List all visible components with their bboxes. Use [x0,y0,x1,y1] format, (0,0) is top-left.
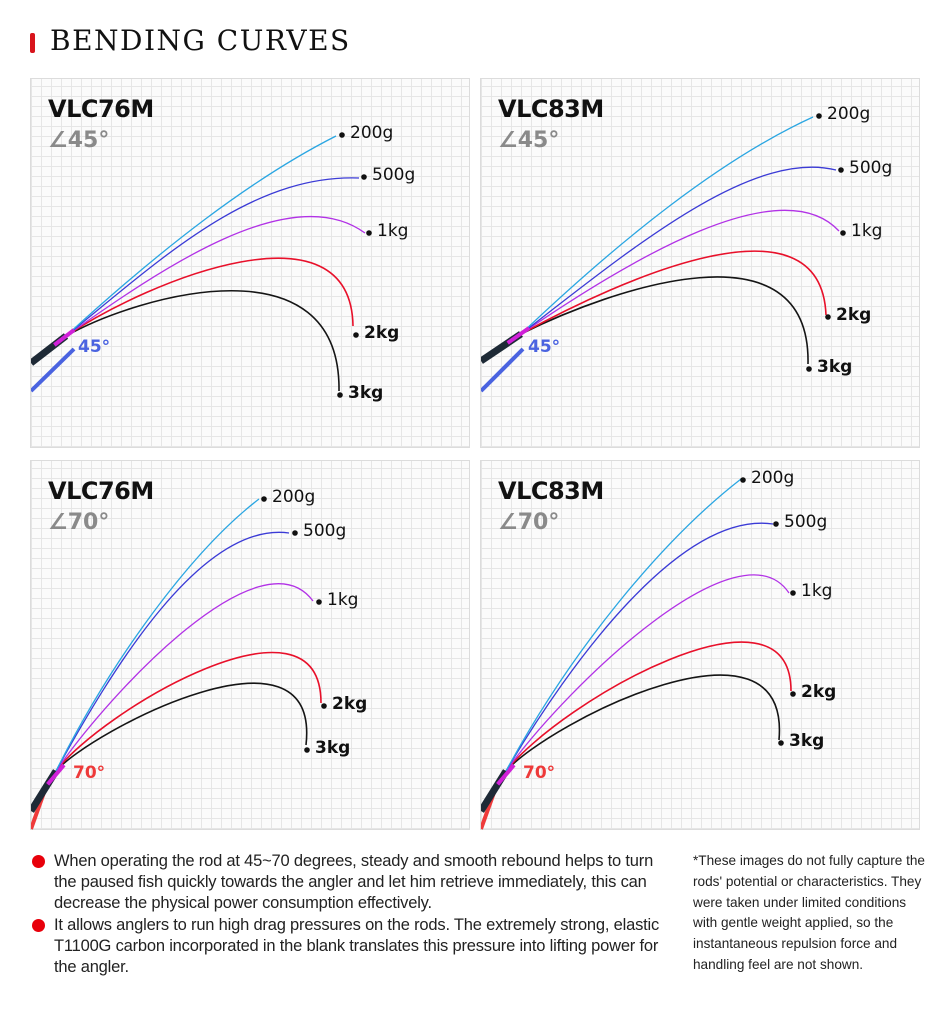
curve-3kg [520,276,809,365]
feature-list: When operating the rod at 45~70 degrees,… [30,851,675,979]
panel-model-title: VLC76M [48,477,154,505]
rod-mid-section [506,326,531,345]
tip-dot-500g [361,174,367,180]
curve-1kg [505,574,790,772]
load-label-3kg: 3kg [315,738,351,758]
bending-curves-graphic [481,113,846,393]
tip-dot-500g [838,167,844,173]
tip-dot-200g [339,132,345,138]
bending-curve-panel: VLC76M ∠70° 70° 200g 500g 1kg 2kg 3kg [30,460,470,830]
tip-dot-2kg [321,703,327,709]
tip-dot-2kg [790,691,796,697]
title-accent-bar [30,33,35,53]
angle-marker-line [481,347,525,393]
load-label-3kg: 3kg [789,731,825,751]
angle-marker-line [31,347,76,393]
angle-marker-label: 70° [73,763,106,783]
panel-model-title: VLC83M [498,95,604,123]
panel-angle-label: ∠70° [498,510,560,535]
load-label-2kg: 2kg [801,682,837,702]
feature-item: It allows anglers to run high drag press… [30,915,675,978]
curve-3kg [505,674,780,772]
curve-2kg [65,257,354,337]
tip-dot-200g [816,113,822,119]
curve-200g [55,498,260,772]
load-label-200g: 200g [350,123,394,143]
load-label-500g: 500g [372,165,416,185]
bending-curve-panel: VLC83M ∠70° 70° 200g 500g 1kg 2kg 3kg [480,460,920,830]
curve-2kg [520,250,827,335]
load-label-3kg: 3kg [348,383,384,403]
load-label-1kg: 1kg [851,221,883,241]
bending-curve-panel: VLC83M ∠45° 45° 200g 500g 1kg 2kg 3kg [480,78,920,448]
load-label-200g: 200g [751,468,795,488]
page-title: BENDING CURVES [50,24,351,57]
load-label-1kg: 1kg [377,221,409,241]
feature-text: It allows anglers to run high drag press… [54,916,660,976]
panel-angle-label: ∠45° [498,128,560,153]
rod-mid-section [53,328,76,347]
panel-angle-label: ∠70° [48,510,110,535]
panel-angle-label: ∠45° [48,128,110,153]
curve-500g [65,177,360,337]
tip-dot-1kg [316,599,322,605]
curve-200g [65,135,337,337]
load-label-3kg: 3kg [817,357,853,377]
bending-curves-graphic [31,496,327,830]
panel-model-title: VLC83M [498,477,604,505]
bending-curves-graphic [481,477,796,830]
load-label-500g: 500g [784,512,828,532]
curve-1kg [65,215,366,337]
curve-1kg [520,209,840,335]
curve-3kg [55,682,308,772]
curve-2kg [55,651,322,772]
curve-500g [520,166,837,335]
tip-dot-3kg [337,392,343,398]
tip-dot-200g [261,496,267,502]
load-label-2kg: 2kg [364,323,400,343]
load-label-2kg: 2kg [332,694,368,714]
rod-mid-section [496,763,516,786]
tip-dot-3kg [806,366,812,372]
disclaimer-note: *These images do not fully capture the r… [693,853,925,972]
angle-marker-label: 45° [528,337,561,357]
tip-dot-200g [740,477,746,483]
rod-mid-section [46,763,66,786]
bullet-dot-icon [32,919,45,932]
load-label-200g: 200g [272,487,316,507]
bullet-dot-icon [32,855,45,868]
panel-model-title: VLC76M [48,95,154,123]
feature-text: When operating the rod at 45~70 degrees,… [54,852,654,912]
load-label-2kg: 2kg [836,305,872,325]
angle-marker-label: 70° [523,763,556,783]
tip-dot-3kg [778,740,784,746]
curve-500g [505,522,774,772]
tip-dot-2kg [825,314,831,320]
load-label-500g: 500g [849,158,893,178]
curve-2kg [505,641,792,772]
tip-dot-1kg [840,230,846,236]
load-label-1kg: 1kg [801,581,833,601]
tip-dot-1kg [790,590,796,596]
angle-marker-label: 45° [78,337,111,357]
tip-dot-500g [773,521,779,527]
tip-dot-2kg [353,332,359,338]
tip-dot-3kg [304,747,310,753]
tip-dot-1kg [366,230,372,236]
tip-dot-500g [292,530,298,536]
curve-3kg [65,289,340,392]
bending-curves-graphic [31,132,372,398]
load-label-1kg: 1kg [327,590,359,610]
load-label-500g: 500g [303,521,347,541]
load-label-200g: 200g [827,104,871,124]
feature-item: When operating the rod at 45~70 degrees,… [30,851,675,914]
curve-1kg [55,583,314,772]
curve-500g [55,531,290,772]
curve-200g [505,478,742,772]
bending-curve-panel: VLC76M ∠45° 45° 200g 500g 1kg 2kg 3kg [30,78,470,448]
curve-200g [520,116,814,335]
